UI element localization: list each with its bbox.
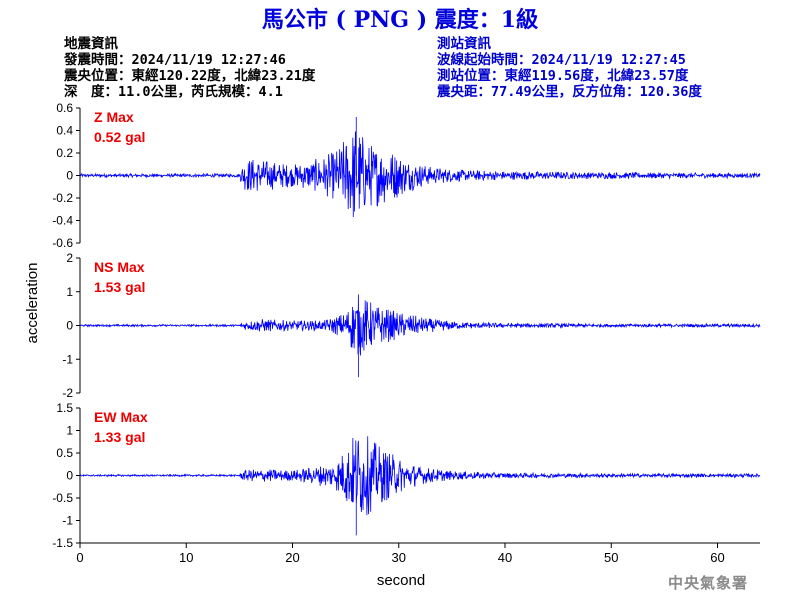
y-tick-label: 0.4 (56, 124, 73, 138)
station-location: 測站位置：東經119.56度，北緯23.57度 (437, 68, 689, 84)
quake-info-heading: 地震資訊 (64, 36, 118, 52)
x-axis-title: second (377, 572, 425, 589)
y-tick-label: 0.2 (56, 146, 73, 160)
trace-ns (79, 294, 761, 378)
y-tick-label: 1 (66, 424, 73, 438)
epicenter-location: 震央位置：東經120.22度，北緯23.21度 (64, 68, 316, 84)
y-tick-label: -0.6 (52, 236, 73, 250)
trace-z (79, 117, 761, 218)
x-tick-label: 0 (76, 550, 83, 565)
quake-info-block: 地震資訊 發震時間：2024/11/19 12:27:46 震央位置：東經120… (64, 36, 315, 100)
x-tick-label: 50 (604, 550, 618, 565)
station-info-heading: 測站資訊 (437, 36, 491, 52)
max-value-ew: 1.33 gal (94, 429, 145, 445)
y-tick-label: -0.5 (52, 491, 73, 505)
max-label-ew: EW Max (94, 409, 148, 425)
y-tick-label: 0 (66, 319, 73, 333)
station-info-block: 測站資訊 波線起始時間：2024/11/19 12:27:45 測站位置：東經1… (437, 36, 702, 100)
x-tick-label: 30 (392, 550, 406, 565)
wave-start-time: 波線起始時間：2024/11/19 12:27:45 (437, 52, 686, 68)
max-label-z: Z Max (94, 109, 134, 125)
x-tick-label: 60 (710, 550, 724, 565)
y-tick-label: 0.6 (56, 101, 73, 115)
y-tick-label: 0 (66, 169, 73, 183)
max-value-z: 0.52 gal (94, 129, 145, 145)
y-tick-label: -0.2 (52, 191, 73, 205)
y-tick-label: -1.5 (52, 536, 73, 550)
y-tick-label: -1 (62, 514, 73, 528)
y-tick-label: 2 (66, 251, 73, 265)
x-tick-label: 40 (498, 550, 512, 565)
x-tick-label: 20 (285, 550, 299, 565)
max-label-ns: NS Max (94, 259, 145, 275)
y-tick-label: -0.4 (52, 214, 73, 228)
epicentral-distance: 震央距：77.49公里，反方位角：120.36度 (437, 84, 702, 100)
y-tick-label: 1.5 (56, 401, 73, 415)
y-tick-label: 0.5 (56, 446, 73, 460)
page-title: 馬公市 ( PNG ) 震度：1級 (261, 7, 539, 33)
max-value-ns: 1.53 gal (94, 279, 145, 295)
origin-time: 發震時間：2024/11/19 12:27:46 (64, 52, 286, 68)
y-tick-label: -1 (62, 352, 73, 366)
agency-credit: 中央氣象署 (667, 574, 748, 592)
y-tick-label: -2 (62, 386, 73, 400)
depth-magnitude: 深 度：11.0公里，芮氏規模：4.1 (64, 84, 283, 100)
x-tick-label: 10 (179, 550, 193, 565)
y-axis-title: acceleration (24, 263, 41, 344)
y-tick-label: 0 (66, 469, 73, 483)
trace-ew (79, 436, 761, 536)
y-tick-label: 1 (66, 285, 73, 299)
